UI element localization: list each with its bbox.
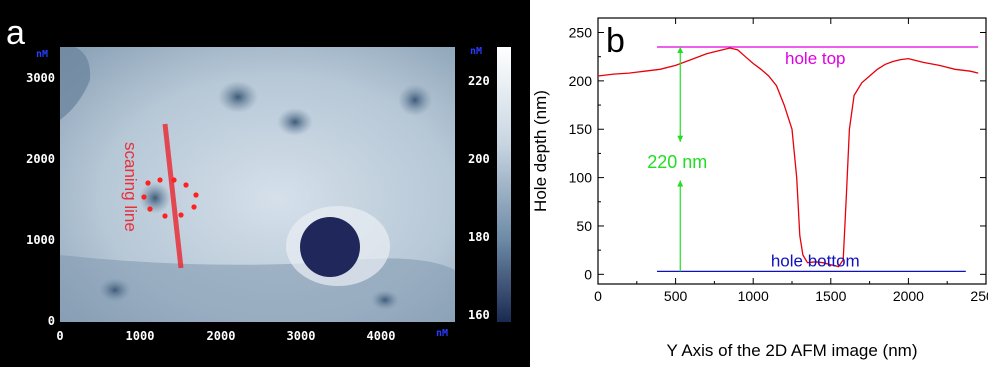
scan-line xyxy=(162,123,184,269)
depth-arrowhead-up xyxy=(677,180,684,187)
colorbar-ticks: 220 200 180 160 xyxy=(468,74,490,322)
x-tick-label-2500: 2500 xyxy=(970,288,988,304)
afm-x-tick-4000: 4000 xyxy=(367,329,396,343)
colorbar-tick-160: 160 xyxy=(468,308,490,322)
panel-a-letter: a xyxy=(6,14,25,52)
x-tick-label-500: 500 xyxy=(664,288,688,304)
colorbar-tick-200: 200 xyxy=(468,152,490,166)
hole-bottom-label: hole bottom xyxy=(771,251,860,270)
colorbar-unit-label: nM xyxy=(470,46,482,57)
scan-line-label: scaning line xyxy=(121,142,140,232)
profile-line xyxy=(597,47,979,268)
x-tick-label-1000: 1000 xyxy=(738,288,769,304)
y-tick-label-50: 50 xyxy=(576,218,592,234)
y-tick-label-100: 100 xyxy=(569,170,593,186)
afm-x-ticks: 0 1000 2000 3000 4000 xyxy=(56,329,395,343)
hole-marker-dots xyxy=(141,177,199,219)
afm-y-ticks: 0 1000 2000 3000 xyxy=(26,71,55,328)
afm-x-tick-3000: 3000 xyxy=(287,329,316,343)
x-unit-label: nM xyxy=(436,328,448,339)
depth-arrowhead-down xyxy=(677,135,684,142)
x-tick-label-2000: 2000 xyxy=(893,288,924,304)
y-tick-label-150: 150 xyxy=(569,121,593,137)
y-tick-label-0: 0 xyxy=(584,266,592,282)
afm-image-panel: scaning line a nM nM nM 0 1000 2000 3000… xyxy=(0,0,530,367)
afm-y-tick-3000: 3000 xyxy=(26,71,55,85)
afm-hole xyxy=(300,217,360,277)
hole-top-label: hole top xyxy=(785,49,846,68)
afm-x-tick-0: 0 xyxy=(56,329,63,343)
x-tick-label-0: 0 xyxy=(594,288,602,304)
y-unit-label: nM xyxy=(36,49,48,60)
y-axis-label: Hole depth (nm) xyxy=(531,90,550,212)
depth-arrowhead-top xyxy=(677,47,684,54)
depth-profile-panel: 0 500 1000 1500 2000 2500 0 50 100 150 200 250 220 … xyxy=(520,0,988,367)
afm-x-tick-2000: 2000 xyxy=(207,329,236,343)
afm-y-tick-1000: 1000 xyxy=(26,233,55,247)
colorbar-tick-220: 220 xyxy=(468,74,490,88)
depth-label: 220 nm xyxy=(647,152,707,172)
depth-profile-chart: 0 500 1000 1500 2000 2500 0 50 100 150 200 250 220 … xyxy=(531,17,988,360)
colorbar-tick-180: 180 xyxy=(468,230,490,244)
panel-b-letter: b xyxy=(606,22,625,60)
x-axis-label: Y Axis of the 2D AFM image (nm) xyxy=(667,341,918,360)
colorbar xyxy=(497,47,511,322)
afm-height-map xyxy=(60,47,455,322)
afm-image-svg: scaning line a nM nM nM 0 1000 2000 3000… xyxy=(0,0,530,367)
afm-y-tick-2000: 2000 xyxy=(26,152,55,166)
x-tick-label-1500: 1500 xyxy=(815,288,846,304)
y-tick-label-200: 200 xyxy=(569,73,593,89)
afm-x-tick-1000: 1000 xyxy=(126,329,155,343)
y-tick-label-250: 250 xyxy=(569,25,593,41)
afm-y-tick-0: 0 xyxy=(48,314,55,328)
